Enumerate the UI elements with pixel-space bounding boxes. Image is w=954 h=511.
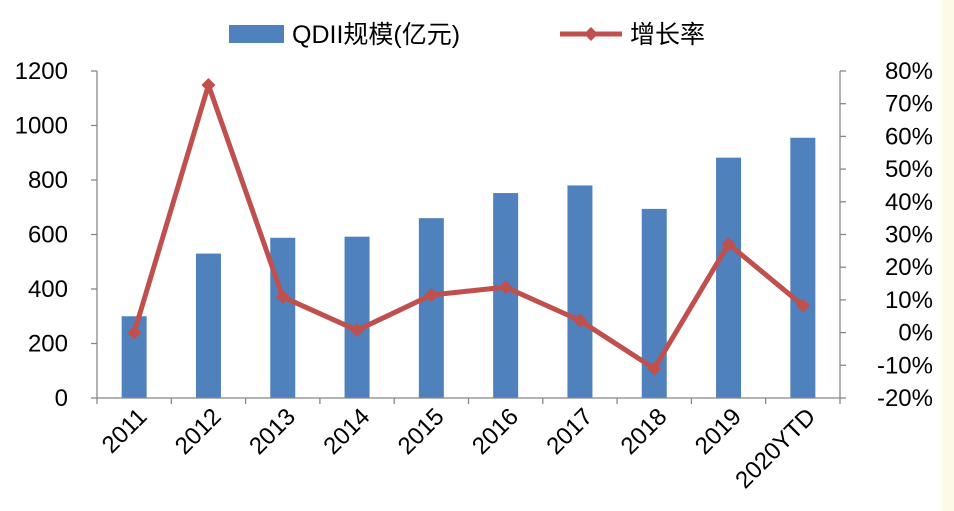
legend-bar-swatch [229,25,284,43]
x-tick-label: 2015 [393,403,450,460]
left-tick-label: 1000 [15,113,68,140]
growth-marker-2013 [275,289,290,304]
growth-marker-2014 [350,323,365,338]
left-tick-label: 0 [55,385,68,412]
left-tick-label: 200 [28,331,68,358]
bar-2012 [195,253,221,398]
x-tick-label: 2012 [170,403,227,460]
x-tick-label: 2013 [244,403,301,460]
legend-label-scale: QDII规模(亿元) [292,21,460,49]
growth-marker-2020YTD [795,298,810,313]
right-tick-label: 20% [885,254,933,281]
left-tick-label: 800 [28,167,68,194]
growth-marker-2015 [424,287,439,302]
x-tick-label: 2020YTD [730,403,821,494]
right-tick-label: 30% [885,222,933,249]
legend-diamond-swatch [584,27,598,41]
growth-marker-2012 [201,78,216,93]
growth-marker-2011 [127,325,142,340]
legend-label-growth: 增长率 [630,21,705,49]
right-tick-label: 40% [885,189,933,216]
x-tick-label: 2011 [97,403,153,459]
bar-2020YTD [790,137,816,398]
bar-2017 [567,185,593,398]
x-tick-label: 2017 [541,403,598,460]
bar-2019 [716,157,742,398]
right-tick-label: -10% [877,352,933,379]
right-tick-label: 70% [885,91,933,118]
bar-2015 [418,218,444,398]
right-tick-label: 80% [885,58,933,85]
bar-2013 [270,237,296,398]
right-tick-label: 60% [885,123,933,150]
growth-marker-2016 [498,280,513,295]
growth-marker-2018 [647,361,662,376]
left-tick-label: 400 [28,276,68,303]
bar-2016 [493,193,519,398]
right-tick-label: 50% [885,156,933,183]
left-tick-label: 600 [28,222,68,249]
left-tick-label: 1200 [15,58,68,85]
bar-2014 [344,236,370,398]
growth-marker-2019 [721,236,736,251]
x-tick-label: 2016 [467,403,524,460]
right-tick-label: -20% [877,385,933,412]
growth-line [131,82,806,372]
x-tick-label: 2019 [690,403,747,460]
right-tick-label: 10% [885,287,933,314]
growth-marker-2017 [572,313,587,328]
x-tick-label: 2018 [616,403,673,460]
x-tick-label: 2014 [318,403,375,460]
right-tick-label: 0% [898,320,933,347]
edge-strip [942,0,954,511]
